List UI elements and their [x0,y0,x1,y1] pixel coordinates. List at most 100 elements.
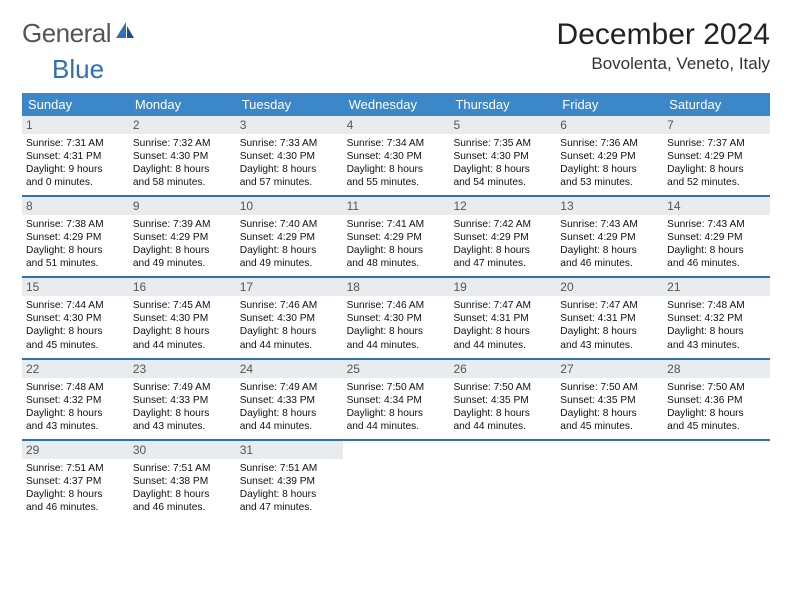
sail-icon [114,18,136,49]
day-cell: 4Sunrise: 7:34 AMSunset: 4:30 PMDaylight… [343,116,450,195]
day-daylight1: Daylight: 8 hours [133,244,232,257]
day-daylight1: Daylight: 8 hours [26,407,125,420]
day-daylight2: and 45 minutes. [667,420,766,433]
day-sunrise: Sunrise: 7:50 AM [560,381,659,394]
day-header-sat: Saturday [663,93,770,116]
day-cell [343,441,450,520]
day-sunrise: Sunrise: 7:40 AM [240,218,339,231]
day-daylight2: and 55 minutes. [347,176,446,189]
day-daylight1: Daylight: 8 hours [453,325,552,338]
calendar-grid: Sunday Monday Tuesday Wednesday Thursday… [22,93,770,520]
logo-word-2: Blue [52,54,104,84]
day-sunrise: Sunrise: 7:50 AM [453,381,552,394]
day-sunrise: Sunrise: 7:34 AM [347,137,446,150]
day-cell: 5Sunrise: 7:35 AMSunset: 4:30 PMDaylight… [449,116,556,195]
day-header-sun: Sunday [22,93,129,116]
day-sunrise: Sunrise: 7:38 AM [26,218,125,231]
day-number: 20 [556,278,663,296]
day-number: 23 [129,360,236,378]
day-sunset: Sunset: 4:37 PM [26,475,125,488]
day-sunrise: Sunrise: 7:49 AM [133,381,232,394]
day-daylight1: Daylight: 8 hours [347,325,446,338]
day-sunset: Sunset: 4:31 PM [453,312,552,325]
day-sunset: Sunset: 4:30 PM [240,150,339,163]
day-sunset: Sunset: 4:29 PM [26,231,125,244]
day-daylight1: Daylight: 8 hours [347,163,446,176]
title-block: December 2024 Bovolenta, Veneto, Italy [557,18,770,74]
day-sunset: Sunset: 4:33 PM [240,394,339,407]
day-daylight2: and 54 minutes. [453,176,552,189]
day-sunset: Sunset: 4:36 PM [667,394,766,407]
day-sunset: Sunset: 4:29 PM [453,231,552,244]
day-daylight2: and 44 minutes. [453,339,552,352]
day-daylight2: and 45 minutes. [26,339,125,352]
day-sunset: Sunset: 4:34 PM [347,394,446,407]
day-sunset: Sunset: 4:32 PM [667,312,766,325]
day-daylight1: Daylight: 8 hours [560,163,659,176]
day-number: 11 [343,197,450,215]
day-sunset: Sunset: 4:33 PM [133,394,232,407]
day-number: 5 [449,116,556,134]
day-number: 3 [236,116,343,134]
day-cell: 13Sunrise: 7:43 AMSunset: 4:29 PMDayligh… [556,197,663,276]
day-sunrise: Sunrise: 7:47 AM [560,299,659,312]
day-header-wed: Wednesday [343,93,450,116]
day-daylight2: and 44 minutes. [347,339,446,352]
day-number: 8 [22,197,129,215]
day-daylight1: Daylight: 8 hours [240,244,339,257]
day-daylight1: Daylight: 8 hours [26,244,125,257]
day-number: 15 [22,278,129,296]
day-daylight2: and 48 minutes. [347,257,446,270]
day-sunrise: Sunrise: 7:39 AM [133,218,232,231]
day-sunset: Sunset: 4:30 PM [347,150,446,163]
day-number: 17 [236,278,343,296]
day-cell: 17Sunrise: 7:46 AMSunset: 4:30 PMDayligh… [236,278,343,357]
day-sunset: Sunset: 4:29 PM [667,231,766,244]
day-header-tue: Tuesday [236,93,343,116]
day-number: 31 [236,441,343,459]
day-sunset: Sunset: 4:29 PM [560,231,659,244]
month-title: December 2024 [557,18,770,52]
day-daylight1: Daylight: 8 hours [240,407,339,420]
day-cell: 7Sunrise: 7:37 AMSunset: 4:29 PMDaylight… [663,116,770,195]
day-sunrise: Sunrise: 7:43 AM [560,218,659,231]
week-row: 29Sunrise: 7:51 AMSunset: 4:37 PMDayligh… [22,439,770,520]
day-cell: 8 Sunrise: 7:38 AMSunset: 4:29 PMDaylight… [22,197,129,276]
day-cell: 9Sunrise: 7:39 AMSunset: 4:29 PMDaylight… [129,197,236,276]
day-sunrise: Sunrise: 7:47 AM [453,299,552,312]
day-daylight1: Daylight: 8 hours [667,325,766,338]
day-sunrise: Sunrise: 7:31 AM [26,137,125,150]
day-sunset: Sunset: 4:31 PM [26,150,125,163]
day-sunrise: Sunrise: 7:36 AM [560,137,659,150]
day-daylight2: and 46 minutes. [667,257,766,270]
day-daylight2: and 53 minutes. [560,176,659,189]
day-daylight1: Daylight: 8 hours [667,407,766,420]
day-sunrise: Sunrise: 7:35 AM [453,137,552,150]
day-number: 26 [449,360,556,378]
day-sunset: Sunset: 4:30 PM [26,312,125,325]
day-number: 1 [22,116,129,134]
weeks-container: 1Sunrise: 7:31 AMSunset: 4:31 PMDaylight… [22,116,770,520]
day-cell: 23 Sunrise: 7:49 AMSunset: 4:33 PMDayligh… [129,360,236,439]
day-cell: 20Sunrise: 7:47 AMSunset: 4:31 PMDayligh… [556,278,663,357]
day-daylight1: Daylight: 8 hours [133,407,232,420]
brand-logo: General [22,18,136,49]
day-number: 30 [129,441,236,459]
logo-word-1: General [22,18,111,49]
day-header-thu: Thursday [449,93,556,116]
day-sunrise: Sunrise: 7:44 AM [26,299,125,312]
day-daylight1: Daylight: 8 hours [133,163,232,176]
day-cell: 22Sunrise: 7:48 AMSunset: 4:32 PMDayligh… [22,360,129,439]
day-sunset: Sunset: 4:39 PM [240,475,339,488]
day-sunrise: Sunrise: 7:51 AM [133,462,232,475]
day-sunset: Sunset: 4:32 PM [26,394,125,407]
day-cell: 19Sunrise: 7:47 AMSunset: 4:31 PMDayligh… [449,278,556,357]
day-daylight2: and 57 minutes. [240,176,339,189]
day-cell [449,441,556,520]
day-cell: 6Sunrise: 7:36 AMSunset: 4:29 PMDaylight… [556,116,663,195]
day-number: 29 [22,441,129,459]
day-cell: 3Sunrise: 7:33 AMSunset: 4:30 PMDaylight… [236,116,343,195]
day-daylight2: and 0 minutes. [26,176,125,189]
day-cell: 2Sunrise: 7:32 AMSunset: 4:30 PMDaylight… [129,116,236,195]
day-daylight2: and 43 minutes. [667,339,766,352]
